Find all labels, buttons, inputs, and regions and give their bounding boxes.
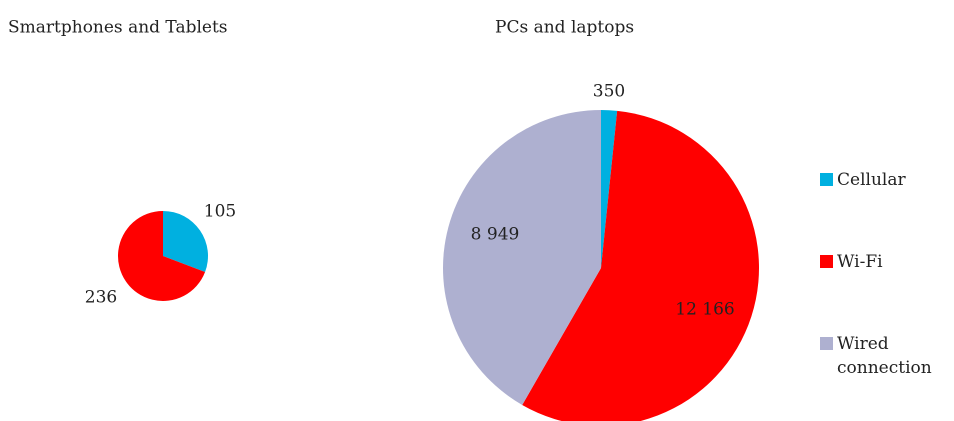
data-label: 105	[204, 202, 236, 222]
chart-title: PCs and laptops	[495, 18, 634, 38]
pie-slice	[522, 110, 759, 421]
pie-slice	[118, 211, 206, 301]
data-label: 350	[593, 82, 625, 102]
data-label: 12 166	[675, 300, 734, 320]
legend-label: Cellular	[837, 170, 906, 190]
data-label: 236	[85, 288, 117, 308]
pie-slice	[443, 110, 601, 405]
legend-swatch	[820, 173, 833, 186]
legend-item: Wired connection	[820, 332, 935, 380]
legend-swatch	[820, 337, 833, 350]
pie-slice	[601, 110, 618, 268]
chart-title: Smartphones and Tablets	[8, 18, 228, 38]
legend-item: Wi-Fi	[820, 250, 935, 274]
legend-item: Cellular	[820, 168, 935, 192]
pie-slice	[163, 211, 208, 273]
data-label: 8 949	[471, 225, 520, 245]
legend-label: Wi-Fi	[837, 252, 883, 272]
legend-label: Wired connection	[837, 334, 932, 378]
legend-swatch	[820, 255, 833, 268]
